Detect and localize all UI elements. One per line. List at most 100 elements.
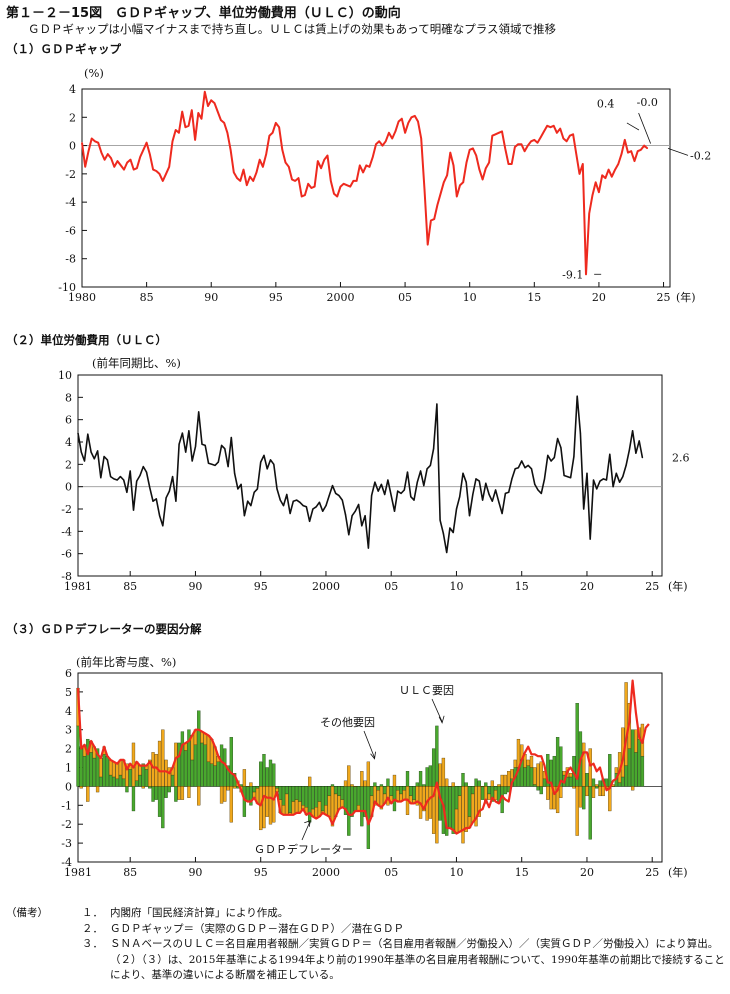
x-tick-label: 95 bbox=[254, 866, 268, 879]
data-point bbox=[352, 180, 354, 182]
ulc-factor-bar bbox=[523, 767, 527, 787]
data-point bbox=[198, 411, 200, 413]
ulc-factor-bar bbox=[216, 761, 220, 787]
data-point bbox=[462, 181, 464, 183]
ulc-factor-bar bbox=[144, 769, 149, 787]
data-point bbox=[433, 448, 435, 450]
ulc-factor-bar bbox=[89, 752, 93, 787]
data-point bbox=[429, 464, 431, 466]
other-factor-bar bbox=[272, 786, 276, 823]
data-point bbox=[403, 489, 405, 491]
figure-title: 第１－２－15図 ＧＤＰギャップ、単位労働費用（ＵＬＣ）の動向 bbox=[6, 6, 401, 21]
data-point bbox=[260, 461, 262, 463]
ulc-factor-bar bbox=[467, 786, 472, 817]
ulc-factor-bar bbox=[493, 786, 498, 791]
data-point bbox=[462, 472, 464, 474]
data-point bbox=[246, 184, 248, 186]
y-tick-label: -1 bbox=[61, 799, 72, 812]
x-tick-label: 10 bbox=[449, 580, 463, 593]
data-point bbox=[305, 506, 307, 508]
ulc-factor-bar bbox=[369, 786, 374, 797]
other-factor-bar bbox=[493, 790, 498, 800]
data-point bbox=[152, 500, 154, 502]
data-point bbox=[465, 161, 468, 164]
data-point bbox=[310, 187, 312, 189]
bars bbox=[76, 682, 645, 849]
data-point bbox=[317, 160, 319, 162]
note-number: １． bbox=[82, 907, 103, 919]
data-point bbox=[97, 450, 99, 452]
data-point bbox=[322, 510, 324, 512]
data-point bbox=[93, 458, 95, 460]
data-point bbox=[612, 486, 614, 488]
data-point bbox=[224, 448, 226, 450]
data-point bbox=[269, 459, 272, 461]
y-tick-label: 1 bbox=[65, 762, 72, 775]
ulc-factor-bar bbox=[608, 754, 612, 787]
ulc-factor-bar bbox=[454, 786, 459, 810]
data-point bbox=[591, 194, 594, 196]
data-point bbox=[627, 152, 629, 154]
ulc-factor-bar bbox=[190, 759, 194, 787]
data-point bbox=[449, 152, 451, 154]
data-point bbox=[494, 133, 497, 135]
ulc-factor-bar bbox=[125, 786, 129, 793]
ulc-factor-bar bbox=[474, 778, 478, 787]
other-factor-bar bbox=[552, 786, 556, 810]
data-point bbox=[178, 443, 180, 445]
data-point bbox=[501, 512, 503, 515]
data-point bbox=[598, 191, 600, 193]
data-point bbox=[547, 454, 549, 456]
other-factor-bar bbox=[630, 786, 635, 791]
ulc-factor-bar bbox=[555, 737, 560, 787]
ulc-factor-bar bbox=[122, 778, 126, 787]
other-factor-bar bbox=[487, 793, 491, 800]
ulc-factor-bar bbox=[118, 774, 123, 787]
ulc-factor-bar bbox=[76, 725, 80, 787]
data-point bbox=[583, 508, 585, 510]
data-point bbox=[349, 186, 351, 188]
data-point bbox=[517, 467, 520, 469]
data-point bbox=[406, 471, 409, 473]
other-factor-bar bbox=[187, 786, 191, 798]
ulc-factor-bar bbox=[193, 744, 198, 787]
data-point bbox=[533, 139, 535, 141]
y-tick-label: -8 bbox=[65, 253, 76, 266]
data-point bbox=[582, 163, 584, 165]
data-point bbox=[546, 125, 548, 127]
ulc-factor-bar bbox=[138, 774, 142, 787]
data-point bbox=[194, 139, 196, 141]
other-factor-bar bbox=[363, 780, 367, 787]
data-point bbox=[362, 171, 364, 173]
note-row-3: ３． ＳＮＡベースのＵＬＣ＝名目雇用者報酬／実質ＧＤＰ＝（名目雇用者報酬／労働投… bbox=[6, 937, 726, 984]
other-factor-bar bbox=[294, 799, 299, 814]
ulc-factor-bar bbox=[246, 786, 250, 802]
data-point bbox=[236, 177, 238, 179]
data-point bbox=[204, 444, 206, 446]
data-point bbox=[185, 451, 187, 453]
ulc-factor-bar bbox=[108, 774, 113, 787]
data-point bbox=[381, 145, 384, 147]
data-point bbox=[139, 156, 141, 158]
data-point bbox=[371, 495, 373, 497]
other-factor-bar bbox=[115, 763, 119, 780]
annotation-label: その他要因 bbox=[320, 716, 375, 729]
x-tick-label: 2000 bbox=[326, 291, 354, 304]
data-point bbox=[615, 472, 617, 474]
data-point bbox=[338, 495, 340, 497]
data-point bbox=[126, 491, 128, 493]
data-point bbox=[569, 135, 571, 137]
other-factor-bar bbox=[151, 752, 155, 787]
data-point bbox=[282, 505, 285, 507]
data-point bbox=[221, 444, 223, 446]
data-point bbox=[378, 140, 380, 142]
data-point bbox=[599, 480, 601, 482]
data-point bbox=[423, 485, 425, 487]
data-point bbox=[351, 515, 353, 517]
ulc-factor-bar bbox=[135, 780, 139, 787]
ulc-factor-bar bbox=[356, 786, 361, 806]
other-factor-bar bbox=[157, 740, 162, 787]
data-point bbox=[638, 440, 640, 442]
data-point bbox=[622, 476, 624, 478]
data-point bbox=[158, 173, 161, 175]
